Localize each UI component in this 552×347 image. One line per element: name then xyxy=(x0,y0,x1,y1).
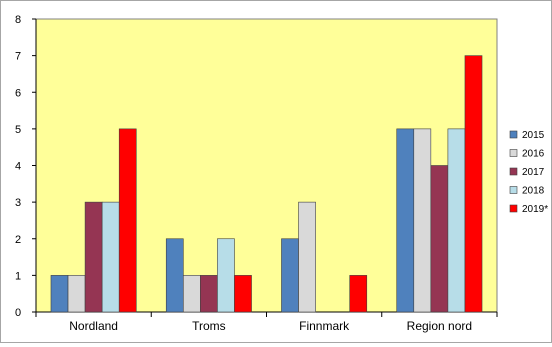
y-tick-label: 1 xyxy=(15,270,21,282)
bar-2018-region-nord xyxy=(447,128,466,313)
x-tick-label: Finnmark xyxy=(299,319,350,333)
bar-2015-region-nord xyxy=(396,128,415,313)
y-tick-label: 3 xyxy=(15,197,21,209)
x-axis: Nordland Troms Finnmark Region nord xyxy=(35,311,498,333)
y-axis: 0 1 2 3 4 5 6 7 8 xyxy=(15,14,37,319)
bar-2015-troms xyxy=(165,238,184,313)
y-tick-label: 6 xyxy=(15,87,21,99)
bar-2016-nordland xyxy=(67,275,86,313)
bar-2017-region-nord xyxy=(430,165,449,313)
bar-2019-region-nord xyxy=(464,55,483,313)
bar-2016-region-nord xyxy=(413,128,432,313)
y-tick-label: 0 xyxy=(15,307,21,319)
bar-2019-finnmark xyxy=(349,275,368,313)
bar-2016-troms xyxy=(182,275,201,313)
bar-chart: 0 1 2 3 4 5 6 7 8 Nordland Troms Finnmark Region no… xyxy=(15,14,548,333)
x-tick-label: Troms xyxy=(192,319,226,333)
legend-label: 2019* xyxy=(522,204,548,215)
legend-label: 2015 xyxy=(522,130,545,141)
legend-label: 2018 xyxy=(522,186,545,197)
bar-2017-nordland xyxy=(84,201,103,313)
y-tick-label: 5 xyxy=(15,124,21,136)
x-tick-label: Region nord xyxy=(407,319,472,333)
y-tick-label: 7 xyxy=(15,51,21,63)
bar-2019-troms xyxy=(234,275,252,313)
x-tick-label: Nordland xyxy=(69,319,118,333)
legend: 2015 2016 2017 2018 2019* xyxy=(509,130,548,215)
y-tick-label: 4 xyxy=(15,161,21,173)
y-tick-label: 2 xyxy=(15,234,21,246)
bar-2017-troms xyxy=(200,275,218,313)
legend-label: 2017 xyxy=(522,167,545,178)
bar-2016-finnmark xyxy=(298,201,316,313)
legend-swatch xyxy=(509,130,518,139)
y-tick-label: 8 xyxy=(15,14,21,26)
bar-2019-nordland xyxy=(118,128,137,313)
legend-swatch xyxy=(509,186,518,194)
bar-2015-nordland xyxy=(50,275,69,313)
bars xyxy=(50,55,483,313)
bar-2018-troms xyxy=(217,238,235,313)
legend-label: 2016 xyxy=(522,149,545,160)
legend-swatch xyxy=(509,204,518,213)
legend-swatch xyxy=(509,149,518,157)
bar-2015-finnmark xyxy=(281,238,299,313)
legend-swatch xyxy=(509,167,518,176)
bar-2018-nordland xyxy=(101,201,120,313)
